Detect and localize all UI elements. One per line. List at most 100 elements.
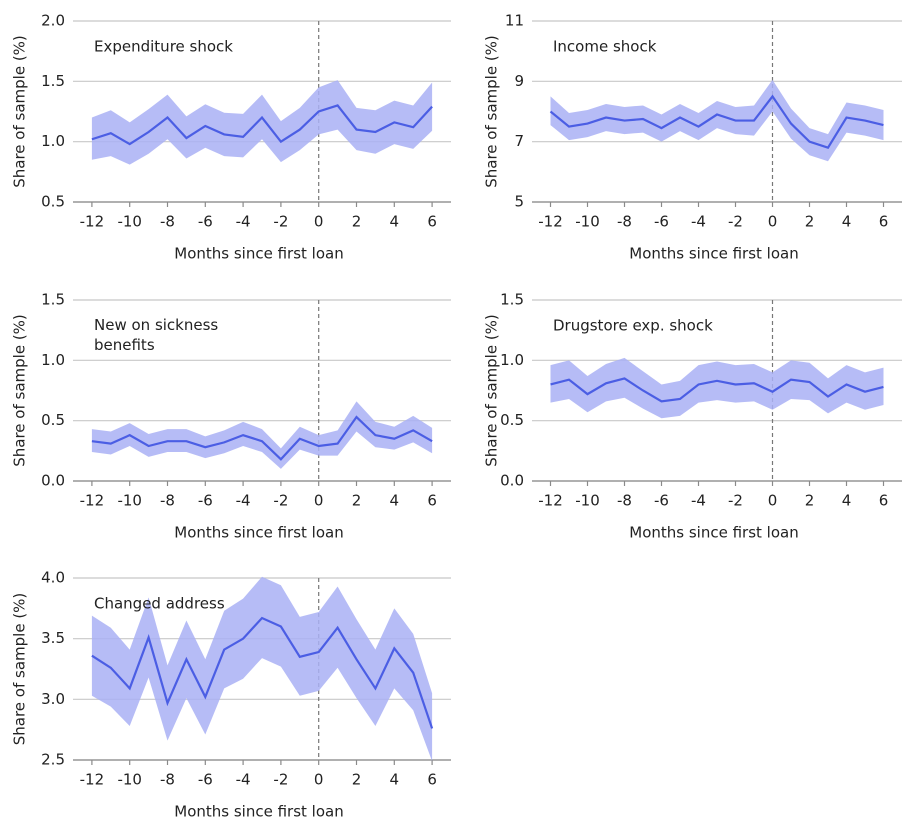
x-tick-label: 0 [314, 213, 324, 231]
y-tick-label: 0.0 [41, 472, 65, 490]
y-tick-label: 0.5 [41, 411, 65, 429]
y-tick-label: 1.5 [41, 72, 65, 90]
x-tick-label: -12 [538, 492, 563, 510]
y-axis-label: Share of sample (%) [483, 314, 501, 467]
x-tick-label: -6 [654, 492, 669, 510]
x-tick-label: -12 [80, 771, 105, 789]
x-tick-label: -10 [117, 213, 142, 231]
line [91, 415, 433, 461]
y-tick-label: 1.0 [41, 351, 65, 369]
line [91, 616, 434, 729]
x-tick-label: 0 [768, 213, 778, 231]
x-tick-label: 0 [314, 492, 324, 510]
chart-panel: 5 7 9 11 -12 -10 -8 -6 -4 -2 0 2 4 6 Income shock Month… [483, 12, 902, 263]
x-tick-label: -8 [160, 492, 175, 510]
x-tick-label: 4 [842, 213, 852, 231]
y-tick-label: 0.5 [500, 411, 524, 429]
x-tick-label: -4 [691, 213, 706, 231]
x-tick-label: -12 [538, 213, 563, 231]
x-tick-label: 6 [879, 213, 889, 231]
x-tick-label: -4 [236, 771, 251, 789]
y-tick-label: 9 [514, 72, 524, 90]
chart-panel: 0.0 0.5 1.0 1.5 -12 -10 -8 -6 -4 -2 0 2 4 6 Drugstore … [483, 291, 902, 542]
x-tick-label: -2 [273, 492, 288, 510]
x-tick-label: 6 [879, 492, 889, 510]
chart-panel: 2.5 3.0 3.5 4.0 -12 -10 -8 -6 -4 -2 0 2 4 6 Changed ad… [11, 569, 451, 820]
y-tick-label: 2.5 [41, 751, 65, 769]
x-tick-label: -10 [575, 213, 600, 231]
annotation: Expenditure shock [94, 38, 233, 56]
x-tick-label: -2 [728, 492, 743, 510]
y-tick-label: 0.0 [500, 472, 524, 490]
line [549, 94, 884, 150]
annotation-line: New on sickness [94, 316, 218, 334]
x-tick-label: -12 [80, 213, 105, 231]
confidence-band [91, 576, 433, 762]
x-tick-label: -2 [273, 213, 288, 231]
y-tick-label: 4.0 [41, 569, 65, 587]
y-tick-label: 1.0 [41, 132, 65, 150]
x-tick-label: -6 [198, 771, 213, 789]
annotation-line: benefits [94, 336, 155, 354]
x-tick-label: -6 [654, 213, 669, 231]
y-tick-label: 3.0 [41, 690, 65, 708]
x-axis-label: Months since first loan [174, 245, 343, 263]
x-tick-label: 0 [768, 492, 778, 510]
y-tick-label: 11 [505, 12, 524, 30]
y-tick-label: 1.5 [500, 291, 524, 309]
x-tick-label: -2 [273, 771, 288, 789]
x-tick-label: -4 [236, 492, 251, 510]
confidence-band [91, 401, 433, 469]
annotation: New on sickness benefits [94, 316, 218, 354]
x-tick-label: 4 [390, 213, 400, 231]
x-tick-label: 4 [390, 771, 400, 789]
line [91, 104, 433, 146]
x-tick-label: 2 [352, 492, 362, 510]
y-tick-label: 0.5 [41, 193, 65, 211]
x-axis-label: Months since first loan [629, 524, 798, 542]
confidence-band [550, 357, 884, 419]
confidence-band [91, 80, 433, 165]
x-tick-label: -8 [160, 771, 175, 789]
x-tick-label: 6 [427, 771, 437, 789]
y-tick-label: 1.5 [41, 291, 65, 309]
y-axis-label: Share of sample (%) [483, 35, 501, 188]
x-axis-label: Months since first loan [174, 803, 343, 820]
x-tick-label: 0 [314, 771, 324, 789]
x-tick-label: 6 [427, 213, 437, 231]
annotation: Income shock [553, 38, 657, 56]
x-tick-label: -4 [236, 213, 251, 231]
x-axis-label: Months since first loan [629, 245, 798, 263]
x-tick-label: -8 [160, 213, 175, 231]
x-tick-label: -4 [691, 492, 706, 510]
x-tick-label: 2 [352, 771, 362, 789]
chart-panel: 0.0 0.5 1.0 1.5 -12 -10 -8 -6 -4 -2 0 2 4 6 New on sic… [11, 291, 451, 542]
x-tick-label: 2 [805, 492, 815, 510]
x-tick-label: -10 [117, 492, 142, 510]
y-tick-label: 5 [514, 193, 524, 211]
x-axis-label: Months since first loan [174, 524, 343, 542]
y-axis-label: Share of sample (%) [11, 593, 29, 746]
x-tick-label: -12 [80, 492, 105, 510]
x-tick-label: 2 [352, 213, 362, 231]
x-tick-label: -6 [198, 492, 213, 510]
x-tick-label: 2 [805, 213, 815, 231]
x-tick-label: 4 [842, 492, 852, 510]
x-tick-label: -2 [728, 213, 743, 231]
line [550, 377, 884, 403]
y-tick-label: 7 [514, 132, 524, 150]
annotation: Changed address [94, 595, 225, 613]
y-axis-label: Share of sample (%) [11, 314, 29, 467]
y-axis-label: Share of sample (%) [11, 35, 29, 188]
x-tick-label: -8 [617, 492, 632, 510]
chart-panel: 0.5 1.0 1.5 2.0 -12 -10 -8 -6 -4 -2 0 2 4 6 Expenditur… [11, 12, 451, 263]
x-tick-label: 6 [427, 492, 437, 510]
x-tick-label: -6 [198, 213, 213, 231]
x-tick-label: 4 [390, 492, 400, 510]
x-tick-label: -10 [575, 492, 600, 510]
y-tick-label: 1.0 [500, 351, 524, 369]
x-tick-label: -10 [117, 771, 142, 789]
y-tick-label: 2.0 [41, 12, 65, 30]
x-tick-label: -8 [617, 213, 632, 231]
